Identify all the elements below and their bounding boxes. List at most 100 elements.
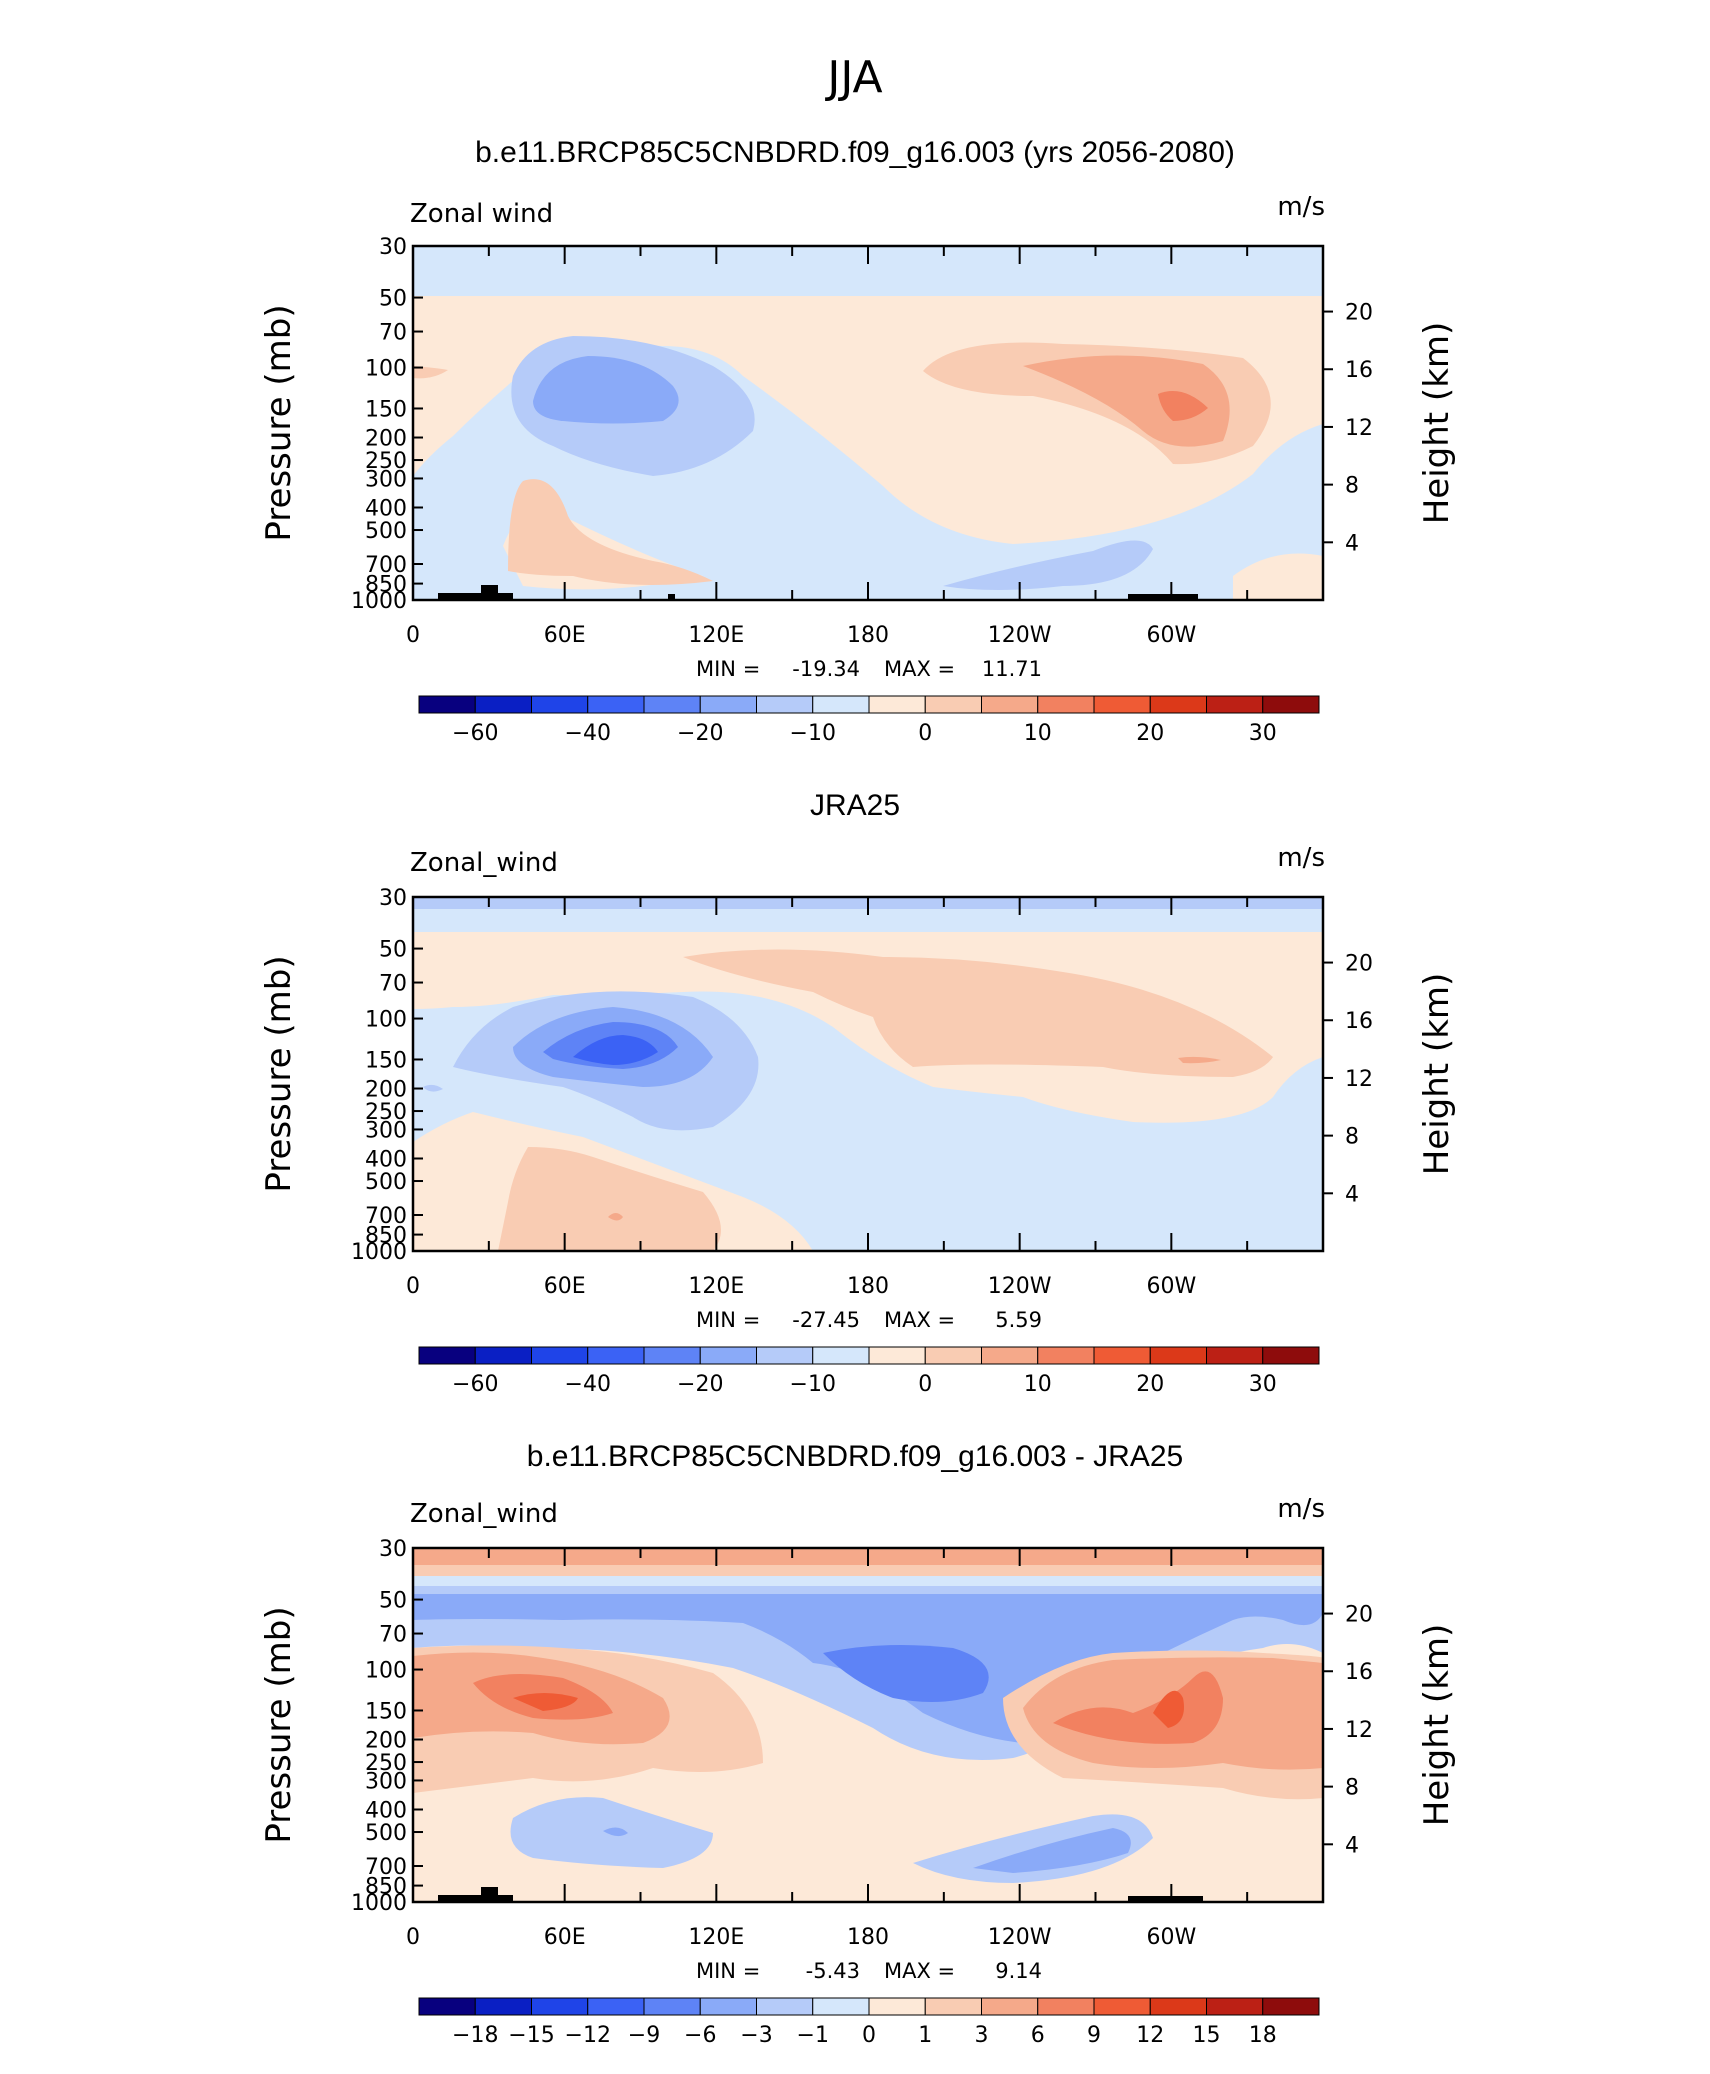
contour-band-neg6to9: [823, 1644, 989, 1702]
contour-band-5to10: [508, 479, 713, 585]
pressure-tick-label: 150: [365, 1699, 407, 1724]
contour-band-neg5to10: [423, 1084, 443, 1092]
longitude-tick-label: 60E: [544, 1274, 586, 1299]
contour-band-neg20to30: [573, 1035, 658, 1065]
axis-label-height: Height (km): [1417, 322, 1457, 525]
pressure-tick-label: 30: [379, 1537, 407, 1562]
colorbar-swatch: [1093, 1997, 1151, 2016]
pressure-tick-label: 300: [365, 1118, 407, 1143]
longitude-tick-label: 120E: [688, 1274, 744, 1299]
colorbar: −18 −15 −12 −9 −6 −3 −1 0 1 3 6 9 12 15 18: [418, 1997, 1320, 2048]
colorbar-swatch: [1149, 1346, 1207, 1365]
longitude-tick-label: 120W: [988, 623, 1052, 648]
height-tick-label: 16: [1345, 1009, 1373, 1034]
colorbar-swatch: [1206, 1997, 1264, 2016]
height-tick-label: 4: [1345, 531, 1359, 556]
colorbar-label: 6: [1031, 2023, 1045, 2048]
height-tick-label: 8: [1345, 1776, 1359, 1801]
contour-band-1to3: [413, 1565, 1323, 1576]
pressure-tick-label: 70: [379, 972, 407, 997]
pressure-tick-label: 500: [365, 519, 407, 544]
height-tick-label: 16: [1345, 358, 1373, 383]
min-value: -19.34: [792, 657, 860, 681]
colorbar-swatch: [868, 1346, 926, 1365]
colorbar-swatch: [699, 1346, 757, 1365]
longitude-tick-labels: 0 60E 120E 180 120W 60W: [406, 1274, 1196, 1299]
longitude-tick-label: 120E: [688, 1925, 744, 1950]
pressure-tick-label: 300: [365, 467, 407, 492]
colorbar-swatch: [1262, 1346, 1320, 1365]
colorbar-swatch: [699, 695, 757, 714]
colorbar-swatch: [1093, 1346, 1151, 1365]
pressure-tick-label: 70: [379, 1623, 407, 1648]
pressure-tick-label: 100: [365, 1659, 407, 1684]
longitude-tick-label: 120E: [688, 623, 744, 648]
height-tick-label: 12: [1345, 1718, 1373, 1743]
colorbar-label: 30: [1249, 1372, 1277, 1397]
axis-label-pressure: Pressure (mb): [259, 955, 299, 1192]
colorbar-swatch: [924, 695, 982, 714]
min-label: MIN =: [696, 1959, 760, 1983]
pressure-tick-label: 700: [365, 1855, 407, 1880]
min-max-readout: MIN = -5.43 MAX = 9.14: [696, 1959, 1042, 1983]
colorbar-label: 3: [975, 2023, 989, 2048]
longitude-tick-label: 60W: [1146, 1925, 1196, 1950]
colorbar-label: −12: [565, 2023, 611, 2048]
colorbar-swatch: [474, 1346, 532, 1365]
contour-plot: [411, 1546, 1333, 1904]
colorbar-swatch: [1093, 695, 1151, 714]
colorbar-label: −10: [790, 721, 836, 746]
panel-reanalysis: JRA25 Zonal_wind m/s P: [259, 789, 1457, 1397]
height-tick-label: 8: [1345, 474, 1359, 499]
colorbar-label: −1: [797, 2023, 829, 2048]
pressure-tick-label: 100: [365, 1008, 407, 1033]
colorbar: −60 −40 −20 −10 0 10 20 30: [418, 695, 1320, 746]
panel-title: b.e11.BRCP85C5CNBDRD.f09_g16.003 - JRA25: [527, 1440, 1183, 1473]
colorbar-swatch: [643, 1997, 701, 2016]
colorbar-swatch: [587, 695, 645, 714]
colorbar-swatch: [812, 695, 870, 714]
longitude-tick-labels: 0 60E 120E 180 120W 60W: [406, 623, 1196, 648]
colorbar-swatch: [531, 1997, 589, 2016]
longitude-tick-label: 60W: [1146, 1274, 1196, 1299]
contour-band-10to15: [1178, 1056, 1221, 1064]
panel-model: b.e11.BRCP85C5CNBDRD.f09_g16.003 (yrs 20…: [259, 136, 1457, 746]
pressure-tick-label: 300: [365, 1769, 407, 1794]
min-max-readout: MIN = -27.45 MAX = 5.59: [696, 1308, 1042, 1332]
colorbar-label: −6: [684, 2023, 716, 2048]
colorbar-swatch: [587, 1346, 645, 1365]
colorbar-label: 9: [1087, 2023, 1101, 2048]
colorbar-label: −20: [677, 1372, 723, 1397]
pressure-tick-label: 500: [365, 1821, 407, 1846]
colorbar-swatch: [587, 1997, 645, 2016]
pressure-tick-label: 850: [365, 1224, 407, 1249]
longitude-tick-label: 60E: [544, 1925, 586, 1950]
axis-label-pressure: Pressure (mb): [259, 1606, 299, 1843]
figure-title: JJA: [824, 52, 882, 103]
variable-label: Zonal_wind: [410, 1499, 558, 1529]
colorbar-swatch: [531, 1346, 589, 1365]
colorbar-label: −60: [452, 721, 498, 746]
colorbar-label: 30: [1249, 721, 1277, 746]
colorbar-label: 20: [1136, 1372, 1164, 1397]
contour-plot: [411, 244, 1333, 602]
colorbar-label: 15: [1193, 2023, 1221, 2048]
colorbar-swatch: [1037, 1997, 1095, 2016]
colorbar-label: 10: [1024, 1372, 1052, 1397]
colorbar-swatch: [1149, 695, 1207, 714]
axis-ticks: [412, 1547, 1333, 1903]
height-tick-label: 20: [1345, 301, 1373, 326]
contour-band-5to10: [413, 366, 448, 379]
max-label: MAX =: [884, 1959, 955, 1983]
contour-band-6to9: [1053, 1671, 1223, 1744]
colorbar-swatch: [418, 1997, 476, 2016]
height-tick-labels: 20 16 12 8 4: [1345, 301, 1373, 557]
colorbar-label: 18: [1249, 2023, 1277, 2048]
height-tick-label: 20: [1345, 1603, 1373, 1628]
longitude-tick-label: 0: [406, 1925, 420, 1950]
colorbar-swatch: [924, 1346, 982, 1365]
min-label: MIN =: [696, 1308, 760, 1332]
colorbar-label: −3: [740, 2023, 772, 2048]
